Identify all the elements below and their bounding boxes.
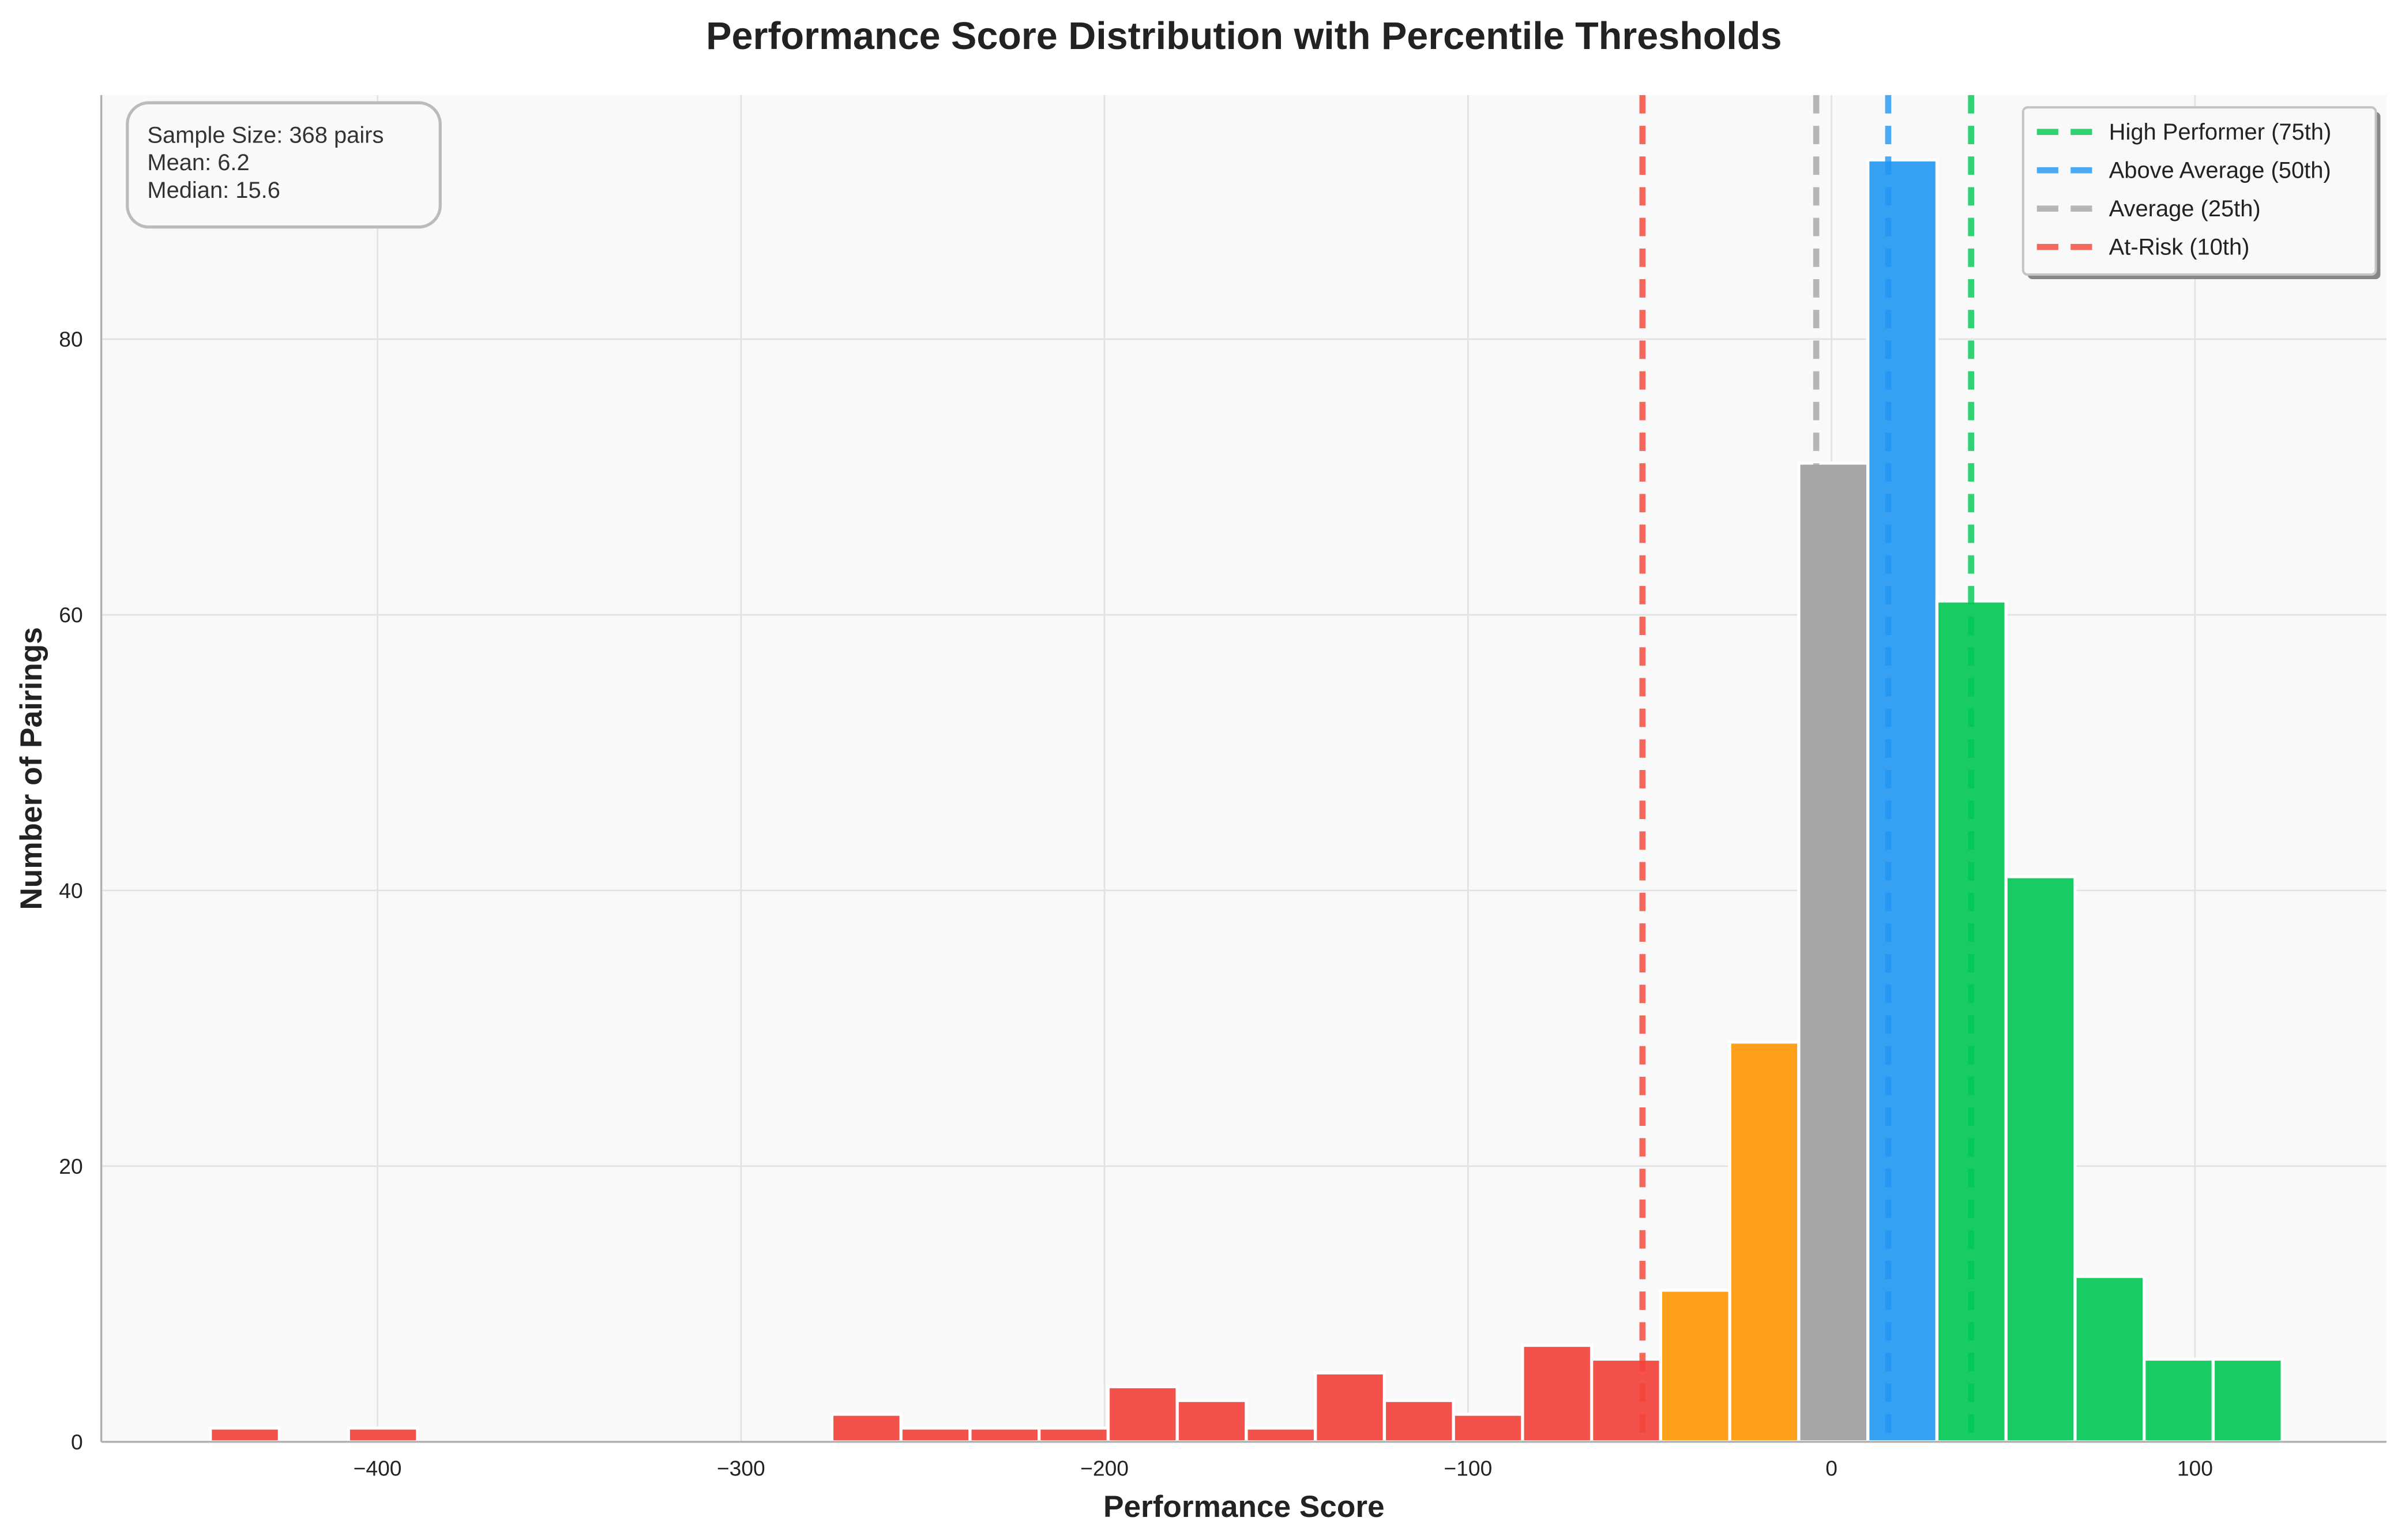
- histogram-bar: [347, 1426, 419, 1444]
- legend: High Performer (75th) Above Average (50th…: [2021, 106, 2381, 280]
- x-tick-label: −300: [717, 1456, 765, 1480]
- x-tick-label: −400: [354, 1456, 402, 1480]
- y-tick-label: 0: [71, 1430, 83, 1454]
- y-tick-label: 60: [59, 603, 82, 627]
- legend-label: High Performer (75th): [2109, 119, 2332, 145]
- x-tick-label: −100: [1444, 1456, 1492, 1480]
- histogram-bar: [830, 1413, 903, 1444]
- histogram-bar: [1175, 1399, 1248, 1444]
- x-axis-label: Performance Score: [1103, 1490, 1385, 1524]
- histogram-bar: [1589, 1357, 1663, 1444]
- histogram-bar: [1728, 1041, 1801, 1444]
- histogram-bar: [2211, 1357, 2284, 1444]
- histogram-bar: [1313, 1371, 1386, 1444]
- histogram-bar: [1659, 1289, 1731, 1444]
- histogram-bar: [208, 1426, 281, 1444]
- histogram-bar: [1452, 1413, 1524, 1444]
- histogram-bar: [1245, 1426, 1317, 1444]
- x-tick-label: 0: [1825, 1456, 1837, 1480]
- histogram-bar: [2073, 1275, 2146, 1444]
- threshold-lines: [1639, 95, 1974, 1442]
- x-tick-label: −200: [1080, 1456, 1129, 1480]
- stats-median: Median: 15.6: [147, 178, 280, 203]
- y-axis-label: Number of Pairings: [14, 627, 48, 910]
- histogram-bar: [1866, 158, 1939, 1444]
- histogram-bar: [1382, 1399, 1455, 1444]
- ticks: −400 −300 −200 −100 0 100 0 20 40 60 80: [59, 327, 2213, 1480]
- stats-mean: Mean: 6.2: [147, 150, 249, 175]
- histogram-bar: [1037, 1426, 1110, 1444]
- y-tick-label: 20: [59, 1154, 82, 1178]
- legend-label: At-Risk (10th): [2109, 234, 2250, 260]
- histogram-bar: [968, 1426, 1041, 1444]
- legend-label: Above Average (50th): [2109, 157, 2331, 183]
- y-tick-label: 40: [59, 878, 82, 903]
- histogram-bar: [1106, 1385, 1179, 1444]
- x-tick-label: 100: [2177, 1456, 2213, 1480]
- legend-label: Average (25th): [2109, 196, 2261, 221]
- stats-box: Sample Size: 368 pairs Mean: 6.2 Median:…: [126, 101, 442, 229]
- histogram-bar: [899, 1426, 972, 1444]
- histogram-bar: [2004, 875, 2077, 1444]
- histogram-bar: [2142, 1357, 2215, 1444]
- stats-sample-size: Sample Size: 368 pairs: [147, 122, 384, 148]
- chart-title: Performance Score Distribution with Perc…: [706, 15, 1782, 58]
- histogram-bar: [1521, 1343, 1594, 1444]
- histogram-bar: [1797, 461, 1870, 1444]
- y-tick-label: 80: [59, 327, 82, 351]
